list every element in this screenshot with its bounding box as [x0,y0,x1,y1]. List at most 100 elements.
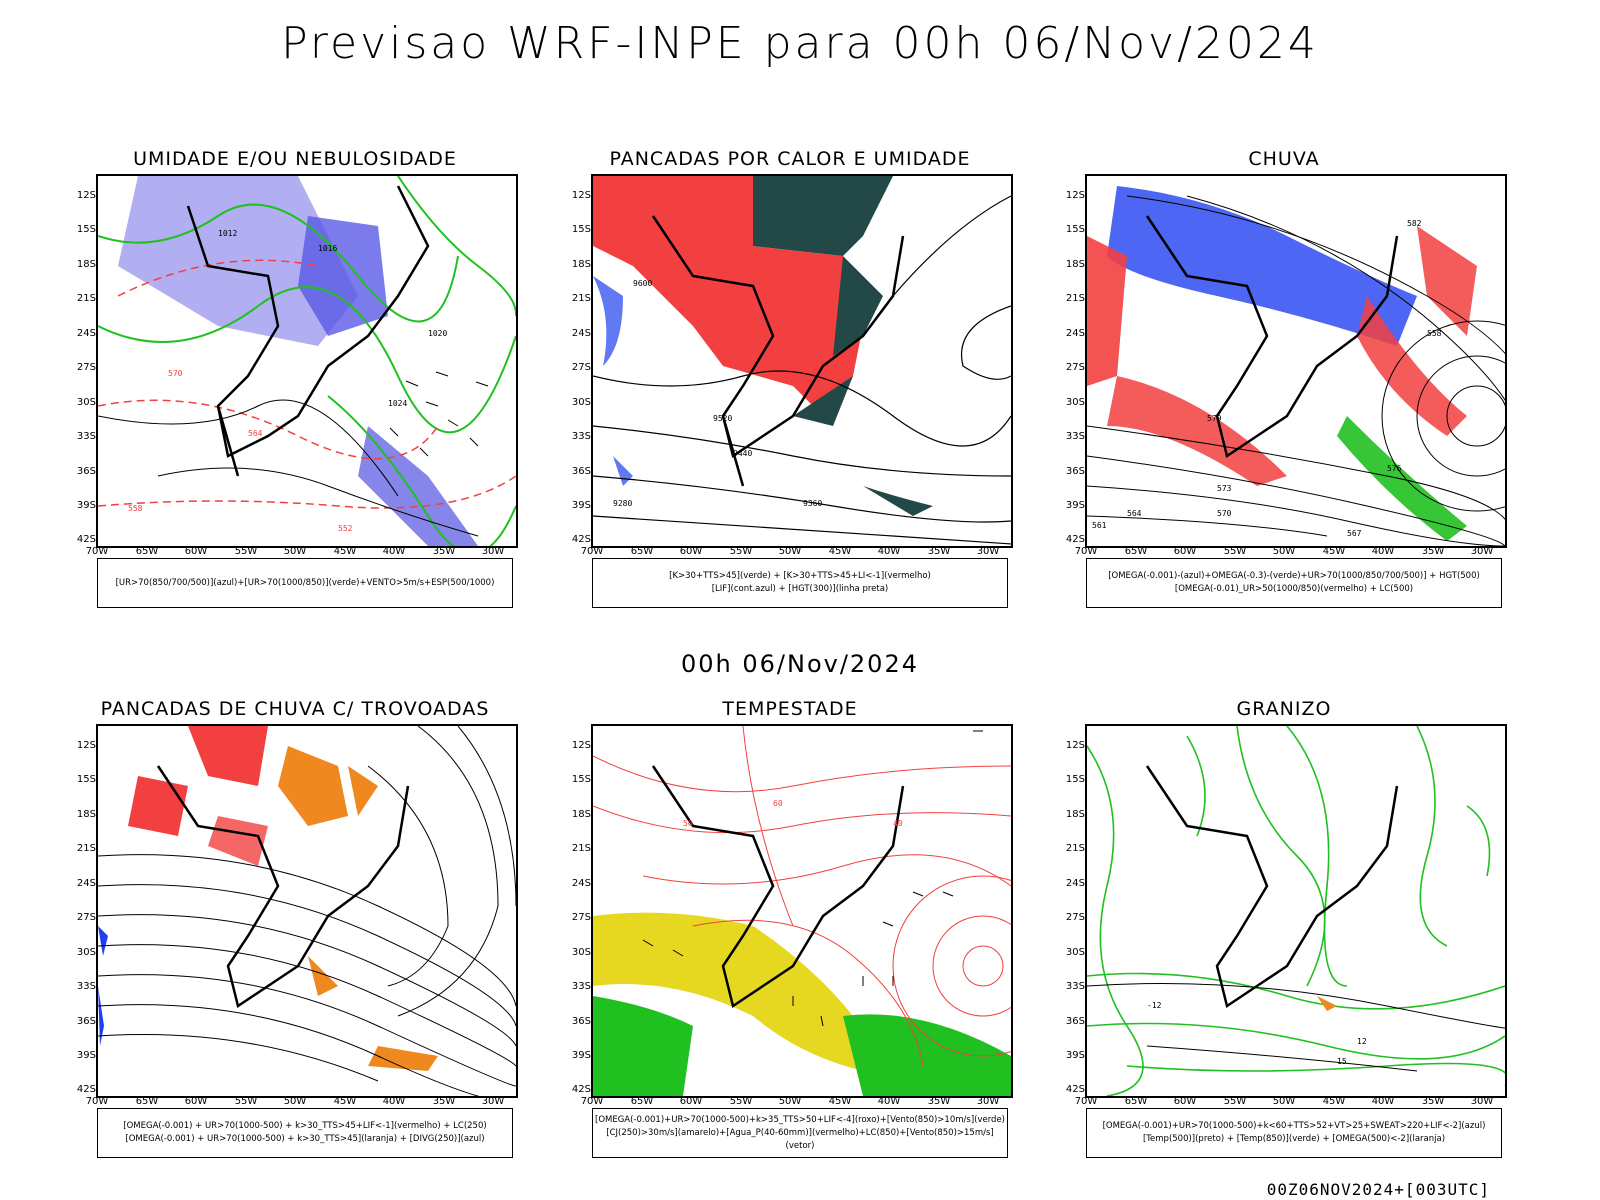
contour-label: 1020 [428,329,447,338]
lon-label: 35W [1421,1096,1445,1107]
legend-line: [OMEGA(-0.001)+UR>70(1000-500)+k<60+TTS>… [1102,1121,1486,1131]
lon-label: 65W [135,546,159,557]
lon-label: 45W [1322,546,1346,557]
lon-label: 45W [828,1096,852,1107]
lon-label: 50W [1272,1096,1296,1107]
lon-label: 55W [1223,1096,1247,1107]
panel-tempestade: TEMPESTADE 50 [572,698,1013,1178]
lat-label: 15S [571,224,591,235]
legend-line: [OMEGA(-0.01)_UR>50(1000/850)(vermelho) … [1174,584,1414,594]
lat-label: 12S [571,190,591,201]
lat-label: 30S [571,947,591,958]
lat-label: 42S [1065,534,1085,545]
lat-label: 36S [1065,466,1085,477]
lon-label: 50W [778,1096,802,1107]
map-frame [96,724,518,1098]
lat-label: 30S [76,947,96,958]
lat-label: 24S [76,878,96,889]
lon-label: 65W [630,1096,654,1107]
contour-label: 567 [1347,529,1362,538]
contour-label: 570 [168,369,183,378]
lon-label: 70W [580,546,604,557]
map-frame: 50 40 60 [591,724,1013,1098]
lon-label: 35W [927,546,951,557]
contour-label: 564 [248,429,263,438]
map-pancadas-calor: 9600 9520 9440 9360 9280 [593,176,1011,545]
lat-label: 27S [1065,912,1085,923]
map-chuva: 582 579 576 573 570 567 564 561 558 [1087,186,1505,546]
legend-line: [LIF](cont.azul) + [HGT(300)](linha pret… [711,584,889,594]
lat-label: 33S [571,431,591,442]
lat-label: 39S [76,1050,96,1061]
lon-label: 50W [1272,546,1296,557]
lon-label: 70W [85,1096,109,1107]
panel-title: PANCADAS DE CHUVA C/ TROVOADAS [100,698,490,720]
lat-label: 30S [1065,397,1085,408]
legend-line: [K>30+TTS>45](verde) + [K>30+TTS>45+LI<-… [669,571,931,581]
contour-label: 12 [1357,1037,1367,1046]
lon-label: 45W [1322,1096,1346,1107]
contour-label: -12 [1147,1001,1162,1010]
lat-label: 21S [76,293,96,304]
lat-label: 15S [571,774,591,785]
contour-label: 15 [1337,1057,1347,1066]
lat-label: 21S [1065,843,1085,854]
lon-label: 65W [630,546,654,557]
lat-label: 15S [76,224,96,235]
contour-label: 1016 [318,244,337,253]
panel-umidade: UMIDADE E/OU NEBULOSIDADE 1012 1 [77,148,518,628]
lat-label: 39S [571,1050,591,1061]
contour-label: 579 [1207,414,1222,423]
lon-label: 60W [184,546,208,557]
lat-label: 27S [76,912,96,923]
lon-label: 65W [1124,546,1148,557]
lon-label: 70W [580,1096,604,1107]
lon-label: 70W [1074,1096,1098,1107]
lat-label: 24S [1065,878,1085,889]
contour-label: 552 [338,524,353,533]
lat-label: 21S [76,843,96,854]
lon-label: 55W [729,546,753,557]
lat-label: 21S [571,843,591,854]
contour-label: 558 [1427,329,1442,338]
lat-label: 33S [76,431,96,442]
lat-label: 39S [1065,1050,1085,1061]
contour-label: 9280 [613,499,632,508]
contour-label: 9440 [733,449,752,458]
lat-label: 15S [1065,224,1085,235]
contour-label: 50 [683,819,693,828]
lat-label: 42S [76,534,96,545]
lon-label: 30W [1470,1096,1494,1107]
lon-label: 60W [679,1096,703,1107]
lon-label: 45W [333,1096,357,1107]
legend-line: [CJ(250)>30m/s](amarelo)+[Agua_P(40-60mm… [606,1127,994,1151]
panel-title: CHUVA [1248,148,1320,170]
lat-label: 36S [1065,1016,1085,1027]
contour-label: 570 [1217,509,1232,518]
lon-label: 40W [1371,1096,1395,1107]
legend-box: [OMEGA(-0.001)+UR>70(1000-500)+k<60+TTS>… [1086,1108,1502,1158]
lat-label: 15S [1065,774,1085,785]
lon-label: 55W [729,1096,753,1107]
lat-label: 42S [571,534,591,545]
lat-label: 42S [571,1084,591,1095]
lon-label: 55W [234,1096,258,1107]
contour-label: 9600 [633,279,652,288]
lon-label: 65W [135,1096,159,1107]
contour-label: 9520 [713,414,732,423]
legend-line: [Temp(500)](preto) + [Temp(850)](verde) … [1142,1134,1446,1144]
legend-box: [UR>70(850/700/500)](azul)+[UR>70(1000/8… [97,558,513,608]
lat-label: 36S [571,466,591,477]
lat-label: 18S [76,259,96,270]
lon-label: 30W [976,1096,1000,1107]
map-frame: -12 12 15 [1085,724,1507,1098]
lat-label: 18S [1065,259,1085,270]
lat-label: 39S [76,500,96,511]
contour-label: 1012 [218,229,237,238]
lat-label: 27S [1065,362,1085,373]
lon-label: 70W [1074,546,1098,557]
panel-chuva: CHUVA 582 579 576 573 570 567 564 [1066,148,1507,628]
lat-label: 24S [571,328,591,339]
legend-box: [OMEGA(-0.001)+UR>70(1000-500)+k>35_TTS>… [592,1108,1008,1158]
contour-label: 561 [1092,521,1107,530]
